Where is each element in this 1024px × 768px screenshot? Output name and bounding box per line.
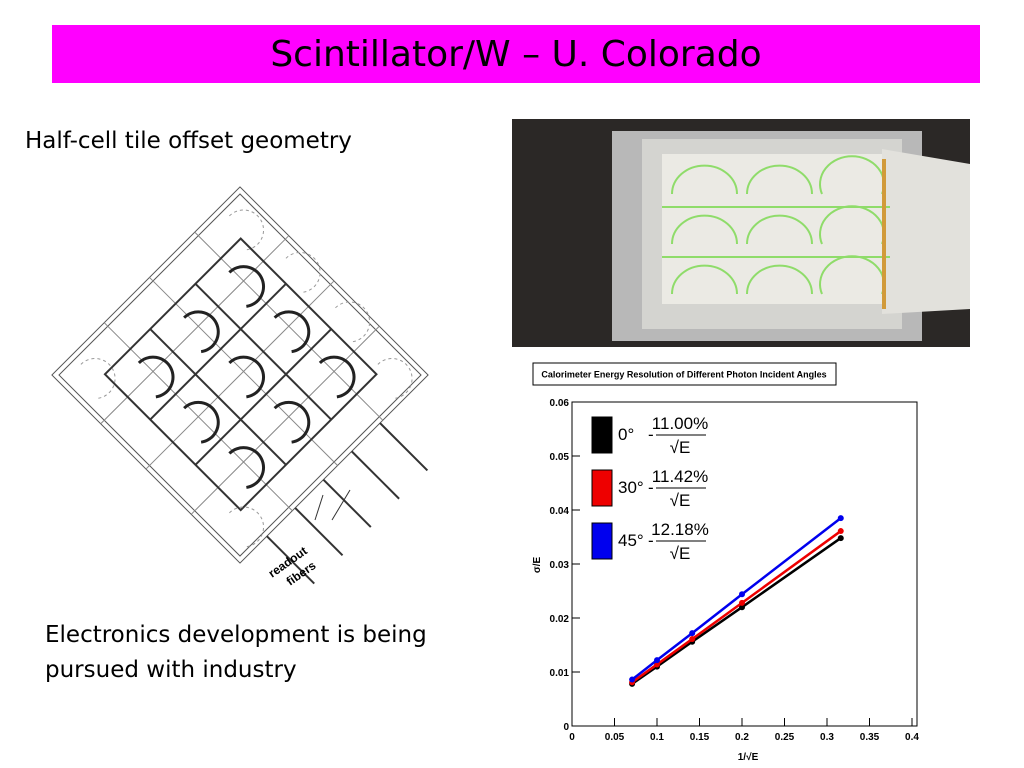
data-point bbox=[739, 591, 745, 598]
y-axis-label: σ/E bbox=[532, 557, 543, 574]
y-tick-label: 0.05 bbox=[550, 452, 570, 463]
legend-resolution: 12.18% bbox=[651, 520, 709, 539]
x-tick-label: 0.05 bbox=[605, 732, 625, 743]
data-point bbox=[689, 636, 696, 643]
x-tick-label: 0.2 bbox=[735, 732, 749, 743]
legend-resolution: 11.42% bbox=[652, 467, 708, 486]
slide-title: Scintillator/W – U. Colorado bbox=[52, 25, 980, 83]
x-axis-label: 1/√E bbox=[738, 752, 759, 763]
data-point bbox=[837, 515, 844, 522]
legend-resolution: 11.00% bbox=[652, 414, 708, 433]
x-tick-label: 0.15 bbox=[690, 732, 710, 743]
y-tick-label: 0.02 bbox=[550, 614, 570, 625]
data-point bbox=[739, 599, 745, 606]
chart: Calorimeter Energy Resolution of Differe… bbox=[532, 362, 919, 763]
x-tick-label: 0.35 bbox=[860, 732, 880, 743]
x-tick-label: 0 bbox=[569, 732, 575, 743]
legend-name: 45° bbox=[618, 531, 644, 550]
data-point bbox=[654, 661, 660, 668]
y-tick-label: 0 bbox=[563, 722, 569, 733]
legend-swatch bbox=[591, 469, 613, 507]
series-line bbox=[631, 517, 842, 681]
series-line bbox=[631, 530, 842, 684]
data-point bbox=[629, 676, 636, 683]
x-tick-label: 0.25 bbox=[775, 732, 795, 743]
legend-dash: - bbox=[648, 425, 654, 444]
legend-denominator: √E bbox=[670, 491, 691, 510]
body-text: Electronics development is being bbox=[45, 622, 427, 648]
legend-name: 30° bbox=[618, 478, 644, 497]
y-tick-label: 0.03 bbox=[550, 560, 570, 571]
data-point bbox=[654, 657, 660, 664]
y-tick-label: 0.06 bbox=[550, 398, 570, 409]
y-tick-label: 0.01 bbox=[550, 668, 570, 679]
legend-swatch bbox=[591, 522, 613, 560]
tile-diagram: readout fibers bbox=[51, 186, 429, 588]
plot-frame bbox=[571, 401, 918, 727]
legend-dash: - bbox=[648, 531, 654, 550]
legend-swatch bbox=[591, 416, 613, 454]
data-point bbox=[689, 630, 696, 637]
caption: Half-cell tile offset geometry bbox=[25, 128, 352, 154]
x-tick-label: 0.4 bbox=[905, 732, 919, 743]
data-point bbox=[739, 604, 745, 611]
legend-name: 0° bbox=[618, 425, 634, 444]
legend-dash: - bbox=[648, 478, 654, 497]
photo bbox=[512, 119, 970, 347]
data-point bbox=[837, 535, 844, 542]
chart-title: Calorimeter Energy Resolution of Differe… bbox=[541, 369, 826, 379]
x-tick-label: 0.3 bbox=[820, 732, 834, 743]
legend-denominator: √E bbox=[670, 544, 691, 563]
legend-denominator: √E bbox=[670, 438, 691, 457]
x-tick-label: 0.1 bbox=[650, 732, 664, 743]
y-tick-label: 0.04 bbox=[550, 506, 570, 517]
data-point bbox=[837, 528, 844, 535]
series-line bbox=[631, 537, 842, 685]
body-text: pursued with industry bbox=[45, 657, 297, 683]
